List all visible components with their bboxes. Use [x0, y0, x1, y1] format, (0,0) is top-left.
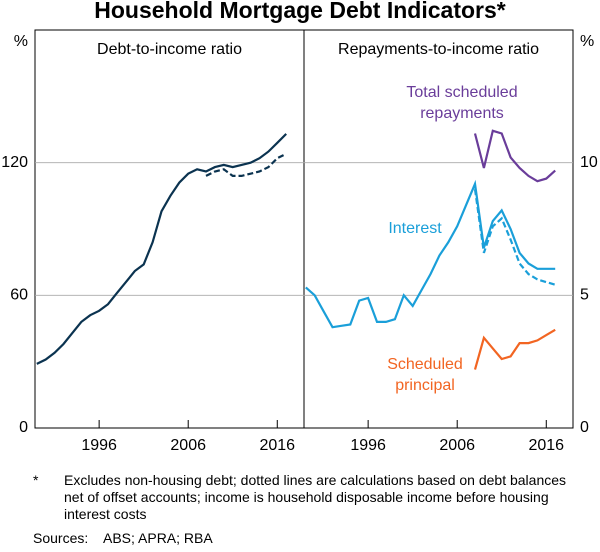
series-line [473, 328, 556, 370]
sources: ABS; APRA; RBA [103, 530, 213, 546]
y-tick-label: 5 [580, 287, 589, 304]
annotation: Total scheduled [406, 84, 517, 101]
chart-title: Household Mortgage Debt Indicators* [94, 0, 506, 23]
series-line [305, 179, 556, 329]
y-tick-label: 10 [580, 154, 598, 171]
x-tick-label: 1996 [81, 437, 117, 454]
annotation: principal [395, 377, 455, 394]
x-tick-label: 1996 [350, 437, 386, 454]
panel-title: Repayments-to-income ratio [338, 41, 539, 58]
x-tick-label: 2006 [170, 437, 206, 454]
y-tick-label: 0 [19, 419, 28, 436]
x-tick-label: 2016 [528, 437, 564, 454]
sources-label: Sources: [33, 530, 89, 546]
footnote: Excludes non-housing debt; dotted lines … [64, 472, 567, 522]
x-tick-label: 2016 [259, 437, 295, 454]
series-line [473, 129, 556, 183]
y-tick-label: 0 [580, 419, 589, 436]
annotation: repayments [420, 105, 504, 122]
series-line [205, 152, 287, 177]
y-unit: % [14, 33, 28, 50]
x-tick-label: 2006 [439, 437, 475, 454]
footnote-marker: * [33, 472, 39, 488]
y-unit: % [580, 33, 594, 50]
series-line [473, 189, 556, 286]
panel-title: Debt-to-income ratio [97, 41, 242, 58]
annotation: Interest [388, 220, 442, 237]
series-line [36, 133, 287, 365]
y-tick-label: 120 [1, 154, 28, 171]
annotation: Scheduled [387, 356, 463, 373]
y-tick-label: 60 [10, 287, 28, 304]
